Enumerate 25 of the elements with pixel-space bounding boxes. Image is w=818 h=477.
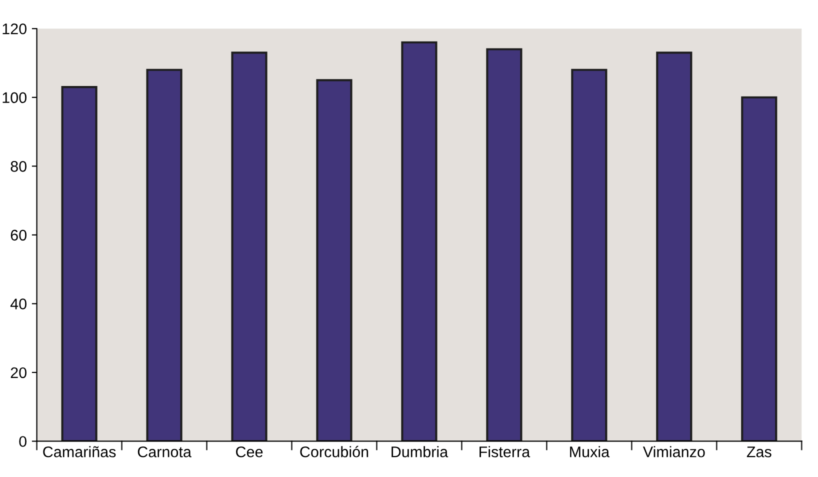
bar	[401, 41, 438, 442]
y-tick-label: 80	[10, 161, 26, 172]
bar	[61, 86, 98, 442]
x-tick-label: Dumbria	[392, 446, 448, 458]
bar	[741, 96, 778, 442]
bar	[656, 52, 692, 442]
bar	[571, 68, 608, 442]
y-tick-label: 120	[2, 23, 26, 34]
y-tick-label: 20	[10, 367, 26, 378]
bar	[146, 68, 182, 442]
y-tick-label: 60	[10, 230, 26, 241]
y-tick-label: 0	[19, 436, 26, 447]
bar	[231, 52, 268, 442]
y-tick-label: 40	[10, 298, 26, 310]
x-tick-label: Cee	[236, 446, 263, 458]
x-tick-label: Muxia	[570, 446, 610, 458]
x-tick-label: Corcubión	[300, 446, 368, 458]
bar	[316, 79, 352, 442]
y-tick-label: 100	[2, 92, 26, 104]
x-tick-label: Camariñas	[43, 446, 116, 458]
bar	[486, 48, 522, 442]
x-tick-label: Carnota	[138, 446, 192, 458]
x-tick-label: Zas	[746, 446, 772, 458]
x-tick-label: Fisterra	[480, 446, 530, 458]
x-tick-label: Vimianzo	[642, 446, 705, 458]
